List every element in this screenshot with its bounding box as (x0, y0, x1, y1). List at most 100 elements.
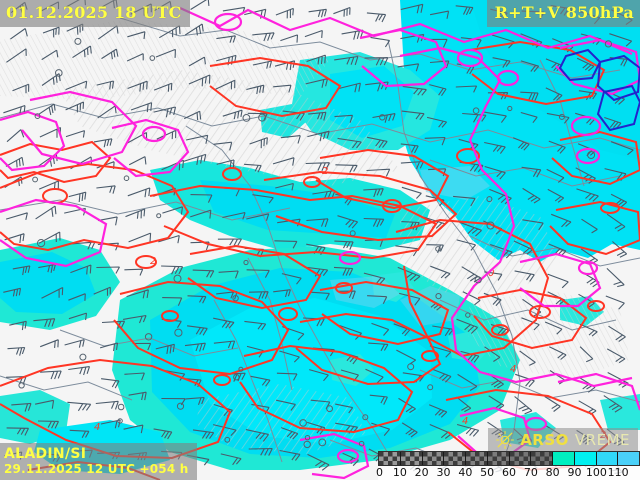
wind-barb (581, 218, 598, 234)
wind-barb (367, 295, 388, 305)
wind-barb (192, 429, 215, 439)
wind-barb (272, 157, 295, 166)
wind-barb (281, 427, 299, 440)
wind-barb (6, 427, 29, 436)
legend-tick-70: 70 (523, 466, 538, 479)
model-name-text: ALADIN/SI (4, 446, 87, 462)
wind-barb (66, 23, 84, 35)
wind-barb (273, 289, 291, 298)
wind-barb (402, 85, 427, 96)
wind-barb (68, 191, 87, 203)
wind-barb (124, 372, 145, 381)
legend-tick-80: 80 (545, 466, 560, 479)
wind-barb (162, 206, 184, 215)
station-marker (362, 414, 369, 421)
wind-barb (603, 395, 623, 413)
wind-barb (305, 78, 329, 88)
wind-barb (128, 232, 152, 243)
wind-barb (609, 33, 633, 47)
wind-barb (548, 243, 567, 257)
wind-barb (97, 105, 117, 119)
wind-barb (93, 138, 113, 148)
wind-barb (96, 80, 115, 90)
arso-vreme-logo[interactable]: ARSO VREME (488, 428, 638, 452)
wind-barb (456, 423, 480, 437)
wind-barb (185, 396, 205, 405)
wind-barb (430, 265, 451, 279)
arso-sub-text: VREME (574, 431, 630, 449)
wind-barb (520, 60, 540, 72)
wind-barb (213, 340, 236, 350)
freezing-level-contours-layer (0, 6, 640, 480)
wind-barb (608, 325, 626, 342)
legend-tick-40: 40 (458, 466, 473, 479)
color-scale-legend[interactable]: 0 10 20 30 40 50 60 70 80 90 100 110 (376, 451, 640, 480)
wind-barb (5, 212, 28, 221)
wind-barb (127, 31, 146, 40)
wind-barb (12, 265, 31, 276)
wind-barb (432, 368, 452, 383)
wind-barb (248, 447, 273, 456)
wind-barb (218, 270, 239, 279)
legend-cell-80-90 (553, 452, 575, 465)
wind-barb (521, 317, 540, 331)
wind-barb (606, 268, 625, 288)
wind-barb (401, 186, 422, 199)
cold-air-contours-layer (558, 48, 640, 132)
wind-barb (337, 215, 359, 229)
wind-barb (127, 80, 148, 92)
wind-barb (97, 25, 119, 40)
station-marker (435, 246, 441, 252)
wind-barb (397, 63, 420, 72)
wind-barb (155, 343, 175, 354)
station-marker (486, 196, 493, 203)
wind-barb (101, 378, 120, 389)
wind-barb (153, 82, 173, 92)
wind-barb (248, 291, 269, 300)
wind-barb (252, 194, 274, 204)
svg-text:4: 4 (94, 422, 100, 433)
svg-text:2: 2 (322, 166, 328, 177)
wind-barb (307, 453, 330, 471)
station-dots-layer (18, 37, 613, 449)
wind-barb (456, 318, 478, 334)
station-marker (486, 221, 495, 230)
station-marker (587, 151, 596, 159)
color-scale-bar[interactable] (378, 451, 640, 466)
wind-barb (334, 240, 354, 250)
wind-barb (610, 141, 634, 156)
station-marker (224, 436, 231, 443)
station-marker (242, 114, 251, 122)
wind-barb (460, 37, 482, 48)
station-marker (173, 274, 182, 283)
station-marker (379, 114, 386, 121)
wind-barb (276, 372, 298, 381)
wind-barb (72, 241, 96, 250)
wind-barb (309, 369, 329, 382)
wind-barb (512, 137, 530, 151)
station-marker (243, 259, 249, 266)
wind-barb (369, 394, 388, 405)
wind-barb (576, 57, 595, 72)
station-marker (258, 113, 267, 122)
station-marker (123, 175, 130, 181)
wind-barb (426, 116, 448, 128)
wind-barb (159, 25, 181, 39)
wind-barb (364, 57, 389, 66)
station-marker (238, 366, 244, 372)
wind-barb (610, 193, 628, 208)
wind-barb (366, 12, 387, 23)
wind-barb (128, 391, 147, 401)
legend-cell-10-20 (400, 452, 423, 465)
wind-barb (6, 48, 27, 63)
wind-barb (400, 160, 424, 170)
wind-barb (519, 350, 536, 366)
station-marker (32, 176, 38, 183)
wind-barb (184, 23, 204, 36)
wind-barb (184, 342, 206, 352)
model-run-label: ALADIN/SI 29.11.2025 12 UTC +054 h (0, 443, 197, 480)
wind-barb (155, 48, 176, 58)
wind-barb (64, 339, 85, 348)
